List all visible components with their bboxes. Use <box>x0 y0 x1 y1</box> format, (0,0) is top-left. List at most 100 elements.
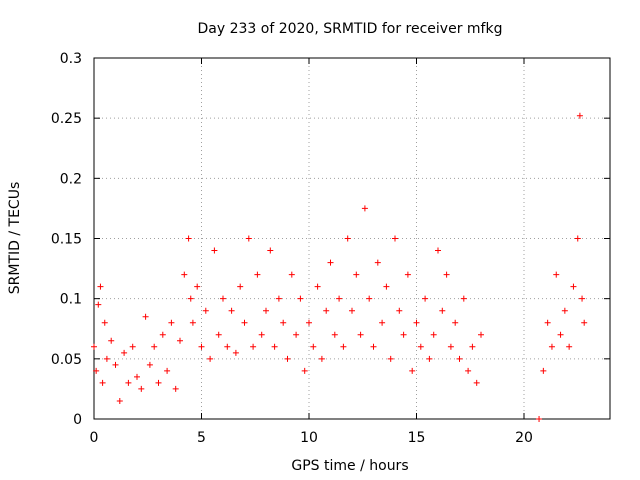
data-point <box>452 319 459 326</box>
y-tick-label: 0 <box>73 412 82 428</box>
data-point <box>460 295 467 302</box>
data-point <box>430 331 437 338</box>
data-point <box>232 349 239 356</box>
data-point <box>271 343 278 350</box>
data-point <box>151 343 158 350</box>
x-tick-labels: 0 5 10 15 20 <box>90 430 533 446</box>
data-point <box>138 385 145 392</box>
data-point <box>331 331 338 338</box>
data-point <box>374 259 381 266</box>
data-point <box>340 343 347 350</box>
data-point <box>366 295 373 302</box>
data-point <box>581 319 588 326</box>
y-tick-labels: 0 0.05 0.1 0.15 0.2 0.25 0.3 <box>51 51 82 428</box>
data-point <box>469 343 476 350</box>
data-point <box>237 283 244 290</box>
y-tick-label: 0.15 <box>51 232 82 248</box>
data-point <box>465 367 472 374</box>
data-point <box>284 355 291 362</box>
x-tick-label: 10 <box>300 430 318 446</box>
data-point <box>379 319 386 326</box>
data-point <box>293 331 300 338</box>
data-point <box>370 343 377 350</box>
data-point <box>207 355 214 362</box>
data-point <box>187 295 194 302</box>
data-point <box>220 295 226 302</box>
chart-title: Day 233 of 2020, SRMTID for receiver mfk… <box>198 21 503 37</box>
data-point <box>310 343 317 350</box>
data-point <box>361 205 368 212</box>
data-point <box>456 355 463 362</box>
data-point <box>198 343 205 350</box>
data-point <box>202 307 209 314</box>
data-point <box>426 355 433 362</box>
data-point <box>121 349 128 356</box>
data-point <box>447 343 454 350</box>
data-point <box>473 379 480 386</box>
y-tick-label: 0.1 <box>60 292 82 308</box>
data-point <box>318 355 325 362</box>
data-point <box>172 385 179 392</box>
data-point <box>400 331 407 338</box>
data-point <box>228 307 235 314</box>
data-point <box>344 235 351 242</box>
data-point <box>215 331 222 338</box>
plot-frame <box>93 57 611 420</box>
data-point <box>288 271 295 278</box>
data-point <box>275 295 282 302</box>
data-point <box>478 331 484 338</box>
data-point <box>422 295 429 302</box>
axis-ticks <box>93 57 610 420</box>
data-point <box>574 235 581 242</box>
data-point <box>553 271 560 278</box>
data-point <box>548 343 555 350</box>
data-point <box>101 319 108 326</box>
data-point <box>301 367 308 374</box>
data-point <box>155 379 162 386</box>
data-point <box>314 283 321 290</box>
data-point <box>280 319 287 326</box>
data-point <box>540 367 547 374</box>
data-point <box>142 313 149 320</box>
data-point <box>570 283 577 290</box>
x-tick-label: 0 <box>90 430 99 446</box>
data-point <box>413 319 420 326</box>
data-point <box>258 331 265 338</box>
data-point <box>108 337 115 344</box>
y-tick-label: 0.3 <box>60 51 82 67</box>
gridlines <box>94 58 610 419</box>
data-point <box>306 319 312 326</box>
data-point <box>579 295 586 302</box>
data-point <box>116 397 123 404</box>
data-point <box>224 343 231 350</box>
data-point <box>97 283 104 290</box>
data-point <box>254 271 261 278</box>
data-point <box>181 271 188 278</box>
data-point <box>125 379 132 386</box>
data-point <box>103 355 110 362</box>
data-point <box>250 343 257 350</box>
data-point <box>189 319 196 326</box>
y-axis-label: SRMTID / TECUs <box>7 182 23 295</box>
data-point <box>323 307 330 314</box>
data-point <box>194 283 201 290</box>
data-point <box>146 361 153 368</box>
data-point <box>211 247 218 254</box>
data-point <box>392 235 398 242</box>
data-point <box>327 259 334 266</box>
data-point <box>95 301 102 308</box>
data-point <box>439 307 446 314</box>
data-point <box>435 247 441 254</box>
data-point <box>404 271 411 278</box>
data-point <box>409 367 416 374</box>
data-point <box>241 319 248 326</box>
data-point <box>168 319 175 326</box>
data-point <box>159 331 166 338</box>
data-point <box>177 337 183 344</box>
data-point <box>443 271 450 278</box>
data-point <box>566 343 573 350</box>
x-axis-label: GPS time / hours <box>291 458 408 474</box>
y-tick-label: 0.05 <box>51 352 82 368</box>
data-point <box>93 367 100 374</box>
data-point <box>387 355 394 362</box>
